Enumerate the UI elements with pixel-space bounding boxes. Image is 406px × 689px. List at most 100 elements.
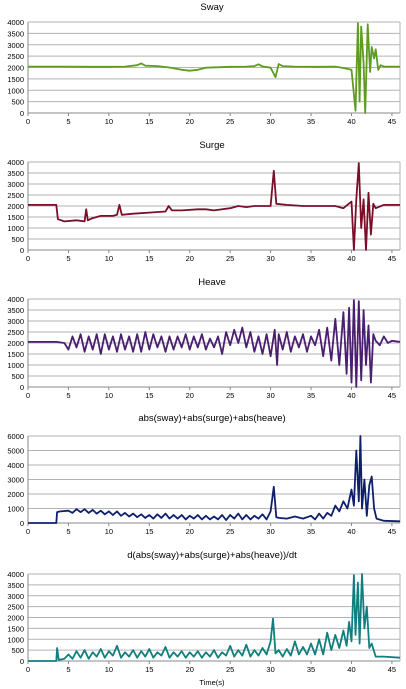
x-tick-label: 25 [226,117,234,126]
y-tick-label: 500 [11,235,24,244]
y-tick-label: 3500 [7,306,24,315]
x-tick-label: 10 [105,665,113,674]
x-tick-label: 25 [226,665,234,674]
y-tick-label: 1500 [7,350,24,359]
y-tick-label: 6000 [7,432,24,441]
x-tick-label: 25 [226,527,234,536]
x-tick-label: 40 [347,254,355,263]
y-tick-label: 0 [20,383,24,392]
x-tick-label: 45 [388,391,396,400]
y-tick-label: 2500 [7,603,24,612]
series-line [28,22,400,114]
y-tick-label: 2000 [7,64,24,73]
y-tick-label: 3000 [7,592,24,601]
x-tick-label: 30 [266,391,274,400]
y-tick-label: 1000 [7,635,24,644]
x-tick-label: 10 [105,527,113,536]
x-tick-label: 5 [66,117,70,126]
x-tick-label: 40 [347,391,355,400]
x-tick-label: 5 [66,391,70,400]
x-tick-label: 35 [307,117,315,126]
series-line [28,162,400,251]
y-tick-label: 3500 [7,29,24,38]
x-tick-label: 10 [105,391,113,400]
y-tick-label: 1500 [7,624,24,633]
y-tick-label: 1000 [7,86,24,95]
y-tick-label: 3000 [7,180,24,189]
y-tick-label: 0 [20,246,24,255]
x-tick-label: 5 [66,254,70,263]
x-tick-label: 40 [347,527,355,536]
x-tick-label: 20 [186,665,194,674]
y-tick-label: 2500 [7,52,24,61]
x-tick-label: 35 [307,527,315,536]
chart-panel: abs(sway)+abs(surge)+abs(heave) 0 1000 2000… [7,413,401,536]
x-tick-label: 20 [186,391,194,400]
chart-title: Heave [198,277,225,288]
series-line [28,299,401,388]
y-tick-label: 0 [20,109,24,118]
chart-title: Surge [199,140,224,151]
y-tick-label: 3000 [7,41,24,50]
x-tick-label: 45 [388,665,396,674]
x-tick-label: 30 [266,117,274,126]
series-line [28,573,401,662]
y-tick-label: 500 [11,372,24,381]
y-tick-label: 0 [20,657,24,666]
x-tick-label: 35 [307,665,315,674]
y-tick-label: 2000 [7,490,24,499]
y-tick-label: 2000 [7,614,24,623]
x-tick-label: 35 [307,391,315,400]
series-line [28,435,401,524]
y-tick-label: 5000 [7,447,24,456]
y-tick-label: 1500 [7,75,24,84]
x-axis-label: Time(s) [199,678,225,687]
x-tick-label: 0 [26,527,30,536]
x-tick-label: 35 [307,254,315,263]
chart-title: Sway [200,2,223,13]
chart-title: d(abs(sway)+abs(surge)+abs(heave))/dt [127,550,297,561]
y-tick-label: 1000 [7,361,24,370]
x-tick-label: 30 [266,665,274,674]
x-tick-label: 30 [266,527,274,536]
chart-panel: Surge 0 500 1000 1500 2000 2500 3000 3500 4000 0 5 1… [7,140,401,263]
x-tick-label: 25 [226,391,234,400]
chart-panel: Sway 0 500 1000 1500 2000 2500 3000 3500 4000 0 5 10… [7,2,401,126]
chart-panel: Heave 0 500 1000 1500 2000 2500 3000 3500 4000 0 5 1… [7,277,401,400]
y-tick-label: 3500 [7,581,24,590]
x-tick-label: 0 [26,254,30,263]
y-tick-label: 4000 [7,461,24,470]
x-tick-label: 45 [388,254,396,263]
y-tick-label: 3000 [7,317,24,326]
x-tick-label: 20 [186,117,194,126]
x-tick-label: 5 [66,665,70,674]
x-tick-label: 30 [266,254,274,263]
x-tick-label: 15 [145,527,153,536]
x-tick-label: 0 [26,665,30,674]
y-tick-label: 1000 [7,505,24,514]
x-tick-label: 40 [347,665,355,674]
y-tick-label: 500 [11,98,24,107]
chart-panel: d(abs(sway)+abs(surge)+abs(heave))/dt 0 5 0… [7,550,401,674]
y-tick-label: 2500 [7,191,24,200]
y-tick-label: 2500 [7,328,24,337]
x-tick-label: 15 [145,391,153,400]
x-tick-label: 0 [26,391,30,400]
y-tick-label: 4000 [7,158,24,167]
x-tick-label: 15 [145,117,153,126]
y-tick-label: 4000 [7,18,24,27]
x-tick-label: 10 [105,117,113,126]
x-tick-label: 20 [186,254,194,263]
y-tick-label: 0 [20,519,24,528]
x-tick-label: 40 [347,117,355,126]
y-tick-label: 1000 [7,224,24,233]
x-tick-label: 15 [145,254,153,263]
y-tick-label: 1500 [7,213,24,222]
x-tick-label: 20 [186,527,194,536]
y-tick-label: 3000 [7,476,24,485]
x-tick-label: 5 [66,527,70,536]
y-tick-label: 2000 [7,202,24,211]
x-tick-label: 25 [226,254,234,263]
x-tick-label: 15 [145,665,153,674]
